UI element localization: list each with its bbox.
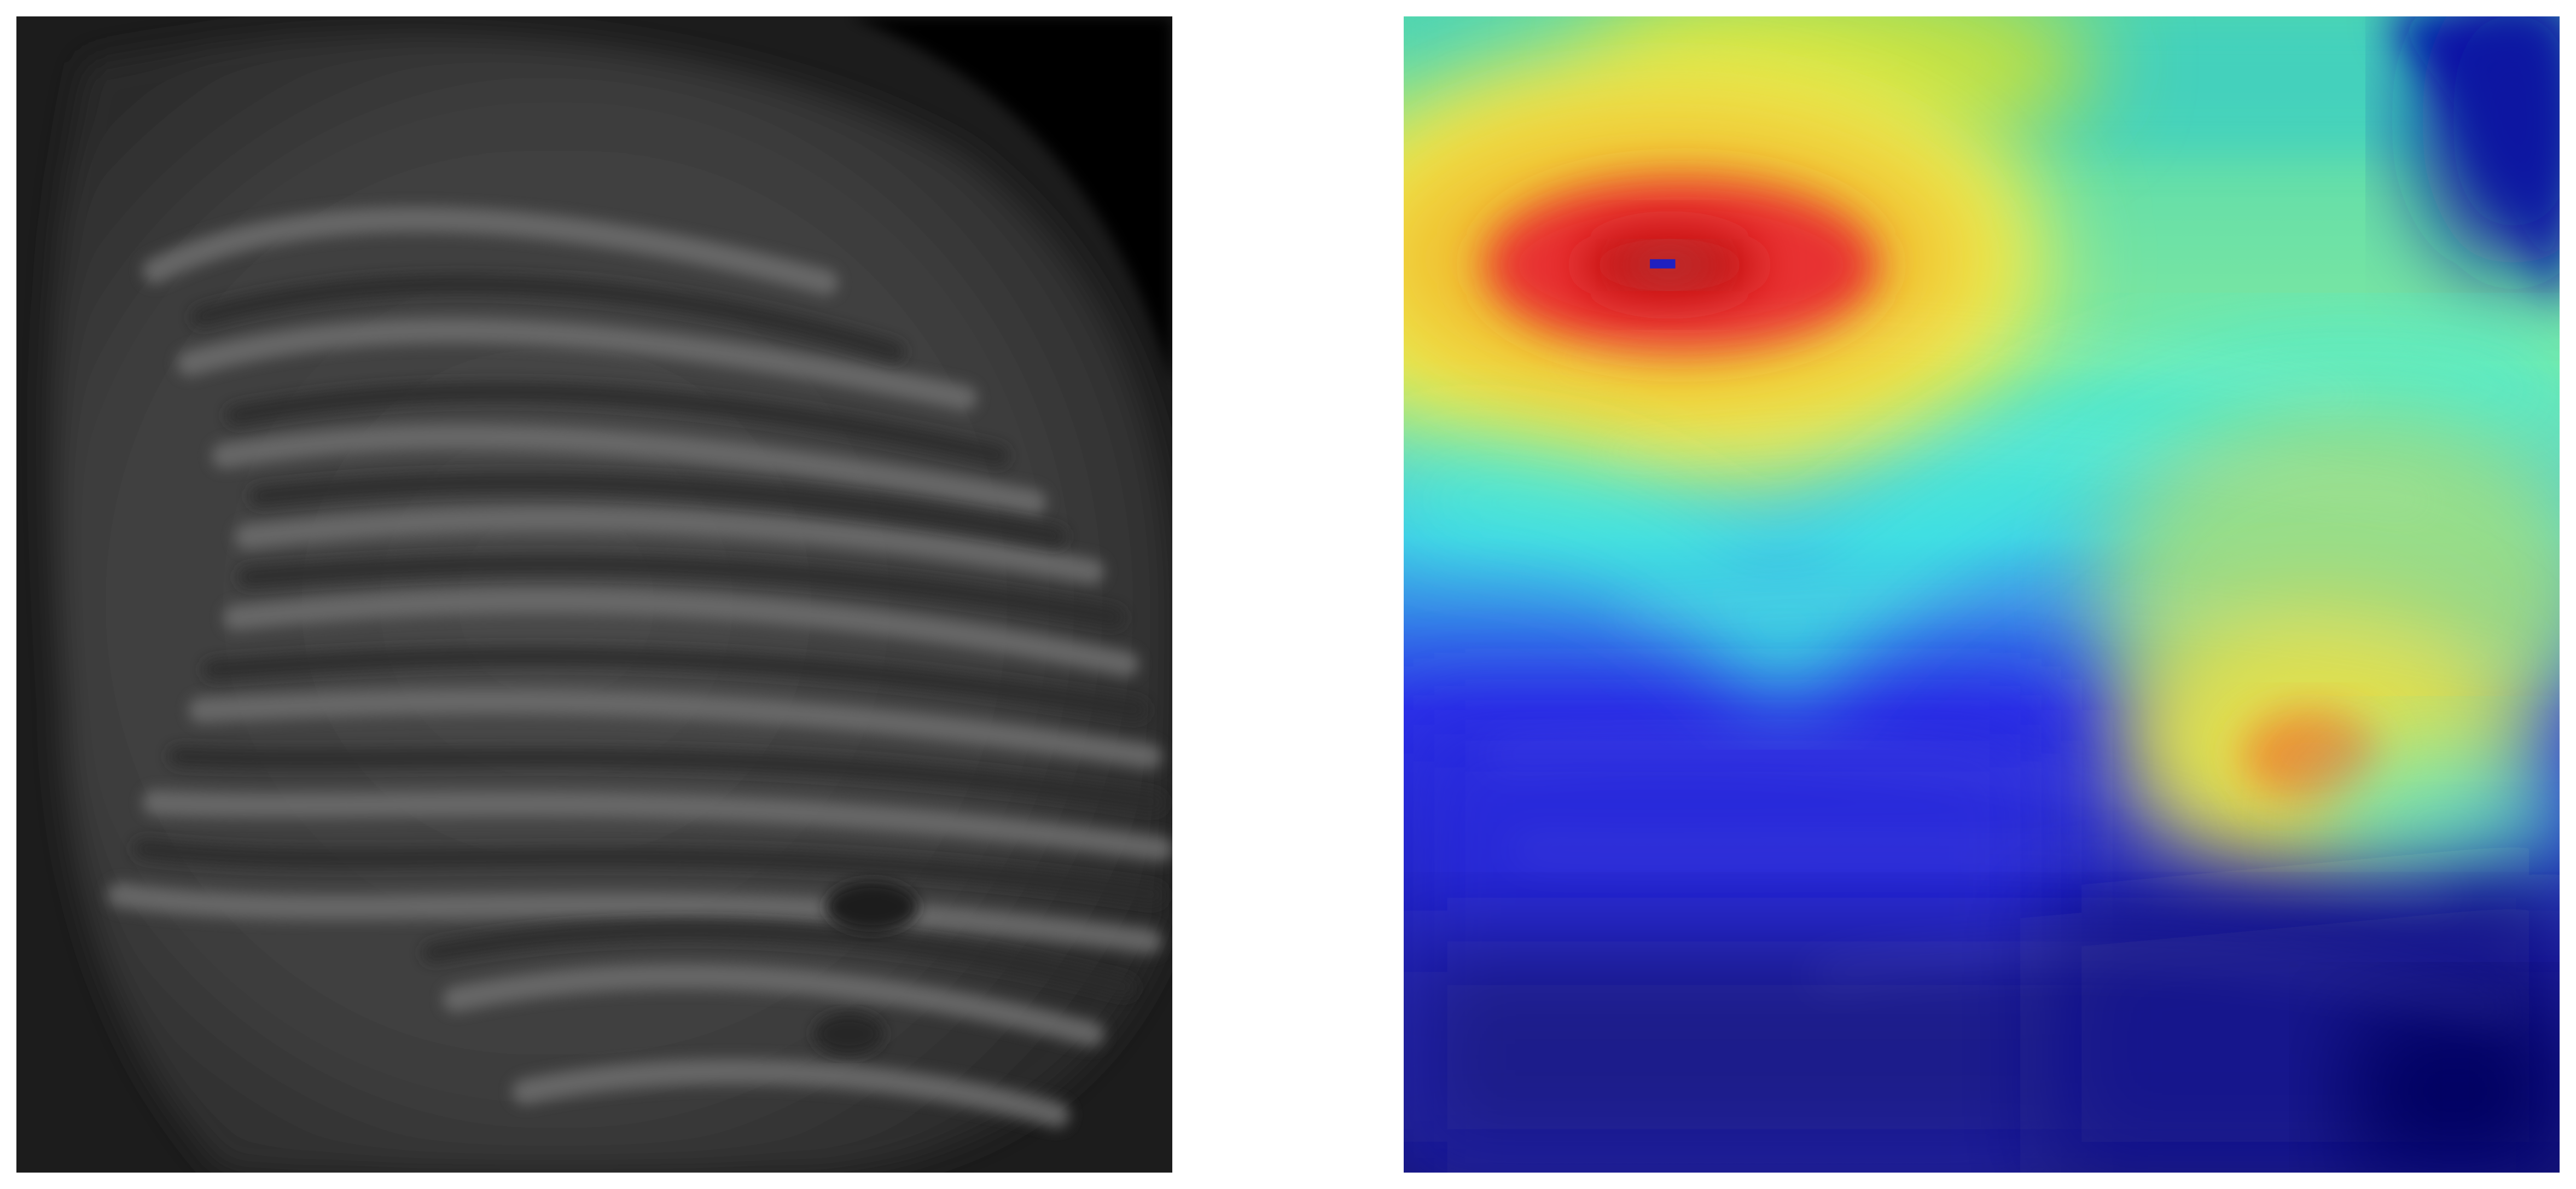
grayscale-image-panel (16, 16, 1172, 1173)
heatmap-overlay (1404, 16, 2560, 1173)
heatmap-overlay-panel (1404, 16, 2560, 1173)
grayscale-image (16, 16, 1172, 1173)
